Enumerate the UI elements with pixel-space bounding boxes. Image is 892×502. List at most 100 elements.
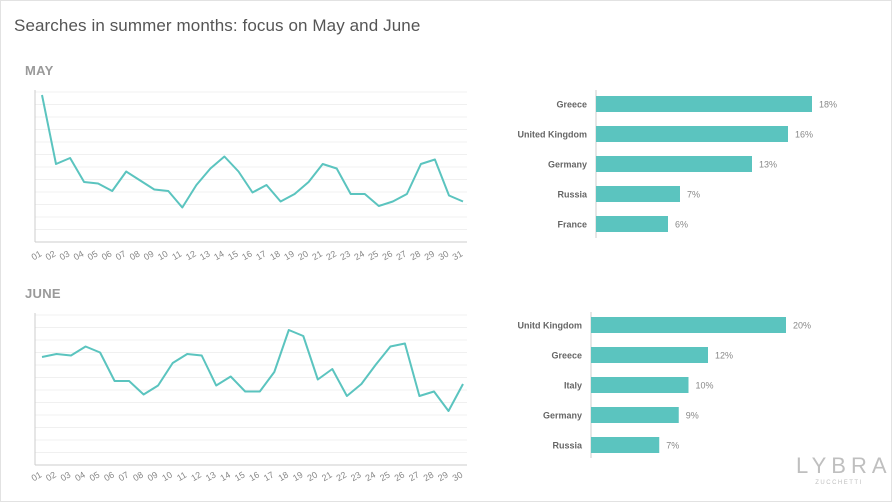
may-line-x-tick-label: 07: [114, 249, 128, 263]
may-line-x-tick-label: 19: [282, 249, 296, 263]
june-line-x-tick-label: 27: [407, 470, 421, 484]
may-line-x-tick-label: 01: [30, 249, 44, 263]
june-line-x-tick-label: 01: [30, 470, 44, 484]
may-line-x-tick-label: 14: [212, 249, 226, 263]
june-line-x-tick-label: 18: [276, 470, 290, 484]
may-bar-bar: [596, 126, 788, 142]
june-bar-category-label: Greece: [551, 351, 582, 361]
june-line-x-tick-label: 28: [422, 470, 436, 484]
may-line-x-tick-label: 28: [409, 249, 423, 263]
may-bar-bar: [596, 216, 668, 232]
june-line-series-line: [41, 329, 464, 412]
may-line-series-line: [41, 94, 464, 209]
june-line-x-tick-label: 04: [73, 470, 87, 484]
may-line-x-tick-label: 02: [44, 249, 58, 263]
june-line-x-tick-label: 10: [160, 470, 174, 484]
may-line-x-tick-label: 21: [310, 249, 324, 263]
june-line-x-tick-label: 02: [44, 470, 58, 484]
june-bar-bar: [591, 377, 689, 393]
june-line-x-tick-label: 25: [378, 470, 392, 484]
may-line-x-tick-label: 22: [324, 249, 338, 263]
june-line-x-tick-label: 29: [436, 470, 450, 484]
june-line-x-tick-label: 21: [320, 470, 334, 484]
june-bar-bar: [591, 407, 679, 423]
june-bar-category-label: Russia: [552, 441, 583, 451]
june-line-x-tick-label: 23: [349, 470, 363, 484]
june-line-x-tick-label: 11: [175, 470, 188, 483]
june-bar-category-label: Germany: [543, 411, 582, 421]
may-line-x-tick-label: 09: [142, 249, 156, 263]
page-title: Searches in summer months: focus on May …: [14, 16, 421, 35]
may-bar-bar: [596, 156, 752, 172]
may-bar-value-label: 13%: [759, 160, 777, 170]
may-line-x-tick-label: 04: [72, 249, 86, 263]
may-bar-category-label: France: [557, 220, 587, 230]
may-bar-bar: [596, 96, 812, 112]
june-line-x-tick-label: 05: [88, 470, 102, 484]
may-line-x-tick-label: 24: [352, 249, 366, 263]
may-bar-category-label: United Kingdom: [518, 130, 588, 140]
june-bar-value-label: 10%: [696, 381, 714, 391]
june-line-x-tick-label: 22: [335, 470, 349, 484]
june-line-x-tick-label: 07: [117, 470, 131, 484]
may-line-x-tick-label: 29: [423, 249, 437, 263]
may-line-x-tick-label: 13: [198, 249, 212, 263]
june-bar-bar: [591, 437, 660, 453]
june-line-x-tick-label: 16: [247, 470, 261, 484]
may-line-x-tick-label: 30: [437, 249, 451, 263]
june-line-x-tick-label: 06: [102, 470, 116, 484]
june-line-x-tick-label: 15: [233, 470, 247, 484]
june-line-x-tick-label: 09: [146, 470, 160, 484]
june-line-x-tick-label: 30: [451, 470, 465, 484]
june-line-x-tick-label: 14: [218, 470, 232, 484]
june-line-x-tick-label: 13: [204, 470, 218, 484]
may-bar-category-label: Germany: [548, 160, 587, 170]
june-bar-value-label: 9%: [686, 411, 699, 421]
june-bar-bar: [591, 347, 708, 363]
may-line-x-tick-label: 11: [170, 249, 183, 262]
june-line-x-tick-label: 20: [305, 470, 319, 484]
may-line-x-tick-label: 16: [240, 249, 254, 263]
may-bar-category-label: Russia: [557, 190, 588, 200]
may-line-x-tick-label: 08: [128, 249, 142, 263]
may-section-label: MAY: [25, 63, 54, 78]
brand-logo: LYBRA ZUCCHETTI: [796, 453, 892, 488]
june-bar-category-label: Unitd Kingdom: [518, 321, 583, 331]
may-bar-bar: [596, 186, 680, 202]
june-section-label: JUNE: [25, 286, 61, 301]
june-bar-bar: [591, 317, 786, 333]
may-line-x-tick-label: 18: [268, 249, 282, 263]
june-bar-value-label: 20%: [793, 321, 811, 331]
brand-tagline: ZUCCHETTI: [815, 480, 863, 486]
june-line-x-tick-label: 08: [131, 470, 145, 484]
may-bar-value-label: 6%: [675, 220, 688, 230]
june-line-x-tick-label: 19: [291, 470, 305, 484]
may-bar-category-label: Greece: [556, 100, 587, 110]
may-line-x-tick-label: 27: [395, 249, 409, 263]
may-line-x-tick-label: 05: [86, 249, 100, 263]
may-line-x-tick-label: 10: [156, 249, 170, 263]
june-bar-category-label: Italy: [564, 381, 582, 391]
june-bar-value-label: 12%: [715, 351, 733, 361]
may-line-x-tick-label: 23: [338, 249, 352, 263]
june-bar-value-label: 7%: [666, 441, 679, 451]
may-line-x-tick-label: 25: [366, 249, 380, 263]
june-line-x-tick-label: 12: [189, 470, 203, 484]
may-bar-value-label: 18%: [819, 100, 837, 110]
brand-name: LYBRA: [796, 453, 892, 478]
june-line-x-tick-label: 03: [59, 470, 73, 484]
may-line-x-tick-label: 17: [254, 249, 268, 263]
june-line-x-tick-label: 17: [262, 470, 276, 484]
may-line-x-tick-label: 03: [58, 249, 72, 263]
may-line-x-tick-label: 20: [296, 249, 310, 263]
may-line-x-tick-label: 26: [380, 249, 394, 263]
may-bar-value-label: 16%: [795, 130, 813, 140]
may-bar-value-label: 7%: [687, 190, 700, 200]
may-line-x-tick-label: 12: [184, 249, 198, 263]
may-line-x-tick-label: 06: [100, 249, 114, 263]
may-line-x-tick-label: 15: [226, 249, 240, 263]
may-line-x-tick-label: 31: [451, 249, 465, 263]
june-line-x-tick-label: 26: [393, 470, 407, 484]
june-line-x-tick-label: 24: [364, 470, 378, 484]
